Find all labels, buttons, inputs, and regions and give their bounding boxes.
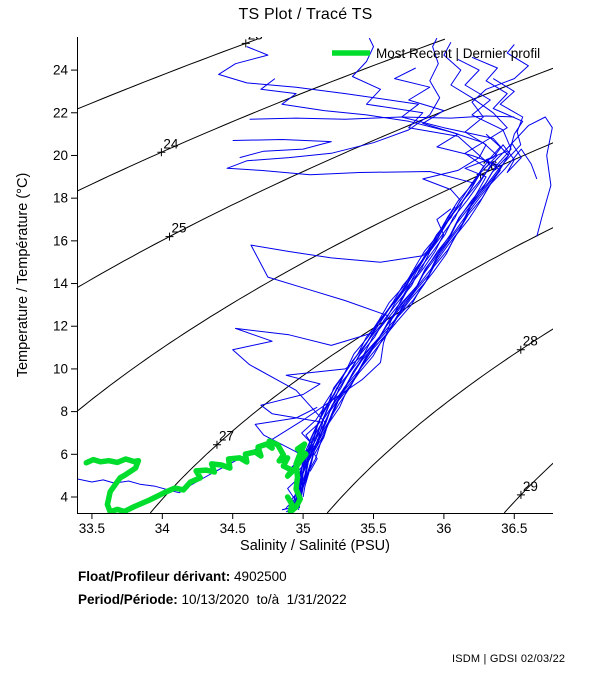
profile-line bbox=[218, 46, 509, 506]
isopycnal-25 bbox=[77, 67, 553, 289]
profile-line bbox=[260, 78, 498, 509]
x-tick-label: 33.5 bbox=[79, 521, 105, 536]
tick-labels: 33.5 34 34.5 35 35.5 36 36.5 4 6 8 10 12 14 16 18 20 22 2… bbox=[53, 63, 527, 536]
isopycnal-contours bbox=[77, 38, 553, 513]
y-tick-label: 18 bbox=[53, 191, 68, 206]
y-tick-label: 12 bbox=[53, 319, 68, 334]
contour-label-27: 27 bbox=[219, 429, 234, 444]
profile-lines bbox=[77, 37, 553, 513]
legend-most-recent-label: Most Recent | Dernier profil bbox=[376, 46, 540, 61]
credit-stamp: ISDM | GDSI 02/03/22 bbox=[452, 653, 566, 665]
x-tick-label: 34.5 bbox=[220, 521, 246, 536]
profile-line bbox=[250, 240, 438, 317]
period-label: Period/Période: bbox=[78, 592, 178, 607]
contour-label-24: 24 bbox=[163, 136, 179, 151]
y-tick-label: 22 bbox=[53, 105, 68, 120]
float-id-label: Float/Profileur dérivant: bbox=[78, 569, 231, 584]
profile-line bbox=[226, 37, 475, 513]
x-tick-label: 34 bbox=[155, 521, 171, 536]
float-id-line: Float/Profileur dérivant: 4902500 bbox=[78, 565, 347, 588]
contour-plus-marker bbox=[157, 148, 166, 157]
isopycnal-29 bbox=[503, 462, 553, 513]
profile-line bbox=[77, 206, 456, 494]
profile-line bbox=[288, 37, 492, 511]
axes bbox=[71, 37, 553, 519]
float-id-value: 4902500 bbox=[234, 569, 287, 584]
y-tick-label: 6 bbox=[60, 447, 68, 462]
period-line: Period/Période: 10/13/2020 to/à 1/31/202… bbox=[78, 588, 347, 611]
legend: Most Recent | Dernier profil bbox=[332, 46, 540, 61]
x-axis-title: Salinity / Salinité (PSU) bbox=[240, 538, 390, 554]
isopycnal-28 bbox=[326, 328, 553, 513]
profile-line bbox=[292, 142, 522, 513]
contour-label-29: 29 bbox=[523, 479, 538, 494]
footer-metadata: Float/Profileur dérivant: 4902500 Period… bbox=[78, 565, 347, 611]
profile-line bbox=[297, 67, 502, 509]
y-tick-label: 8 bbox=[60, 404, 68, 419]
x-tick-label: 35 bbox=[296, 521, 311, 536]
isopycnal-26 bbox=[77, 142, 553, 412]
contour-plus-marker bbox=[241, 39, 250, 48]
y-tick-label: 14 bbox=[53, 276, 69, 291]
page-title: TS Plot / Tracé TS bbox=[238, 6, 373, 23]
profile-line bbox=[292, 58, 512, 512]
contour-plus-marker bbox=[212, 440, 221, 449]
y-tick-label: 20 bbox=[53, 148, 68, 163]
y-tick-label: 16 bbox=[53, 233, 68, 248]
profile-line bbox=[281, 42, 508, 511]
y-tick-label: 4 bbox=[60, 489, 68, 504]
contour-plus-marker bbox=[516, 345, 525, 354]
x-tick-label: 36.5 bbox=[501, 521, 527, 536]
contour-label-25: 25 bbox=[171, 221, 186, 236]
profile-line bbox=[309, 150, 508, 472]
profile-line bbox=[249, 115, 515, 120]
contour-plus-marker bbox=[516, 490, 525, 499]
x-tick-label: 36 bbox=[436, 521, 451, 536]
y-tick-label: 24 bbox=[53, 63, 69, 78]
isopycnal-27 bbox=[149, 227, 553, 513]
contour-plus-marker bbox=[69, 34, 77, 42]
profile-line bbox=[290, 116, 553, 513]
profile-line bbox=[299, 148, 538, 493]
contour-label-28: 28 bbox=[523, 334, 538, 349]
y-axis-title: Temperature / Température (°C) bbox=[15, 173, 31, 378]
profile-line bbox=[291, 208, 452, 510]
y-tick-label: 10 bbox=[53, 361, 68, 376]
profile-line bbox=[232, 139, 332, 159]
profile-line bbox=[302, 78, 524, 498]
contour-plus-marker bbox=[165, 232, 174, 241]
profile-line bbox=[232, 133, 501, 509]
contour-label-23: 23 bbox=[248, 27, 263, 42]
most-recent-profile-line bbox=[83, 438, 309, 513]
period-value: 10/13/2020 to/à 1/31/2022 bbox=[181, 592, 347, 607]
x-tick-label: 35.5 bbox=[360, 521, 386, 536]
isopycnal-24 bbox=[77, 38, 446, 192]
